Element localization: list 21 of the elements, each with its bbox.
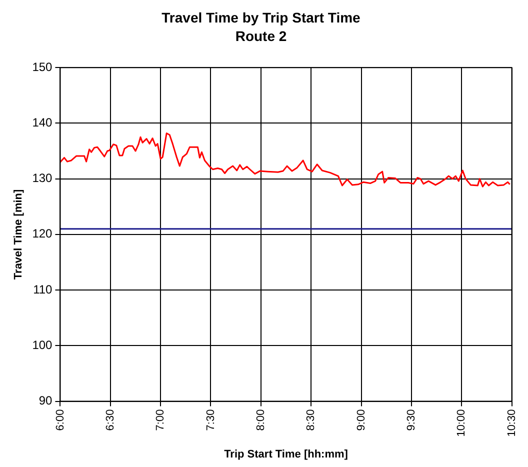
chart-subtitle: Route 2 [235,28,287,44]
x-tick-label: 6:30 [104,409,116,431]
x-tick-label: 6:00 [54,409,66,431]
x-tick-label: 7:00 [154,409,167,431]
x-tick-label: 8:00 [254,409,267,431]
y-tick-label: 130 [32,171,53,186]
x-tick-label: 8:30 [305,409,318,431]
chart-title: Travel Time by Trip Start Time [162,9,361,26]
y-axis-title: Travel Time [min] [12,188,25,280]
y-tick-label: 90 [38,394,53,408]
x-tick-label: 10:30 [506,409,518,437]
x-tick-label: 9:30 [405,409,418,431]
x-tick-label: 10:00 [456,409,468,437]
y-tick-label: 140 [32,116,53,130]
y-tick-label: 120 [32,226,53,241]
x-tick-label: 9:00 [355,409,368,431]
y-tick-label: 110 [33,282,53,296]
y-tick-label: 100 [32,338,53,352]
x-axis-title: Trip Start Time [hh:mm] [224,448,348,460]
y-tick-label: 150 [32,60,53,74]
x-tick-label: 7:30 [204,409,217,431]
